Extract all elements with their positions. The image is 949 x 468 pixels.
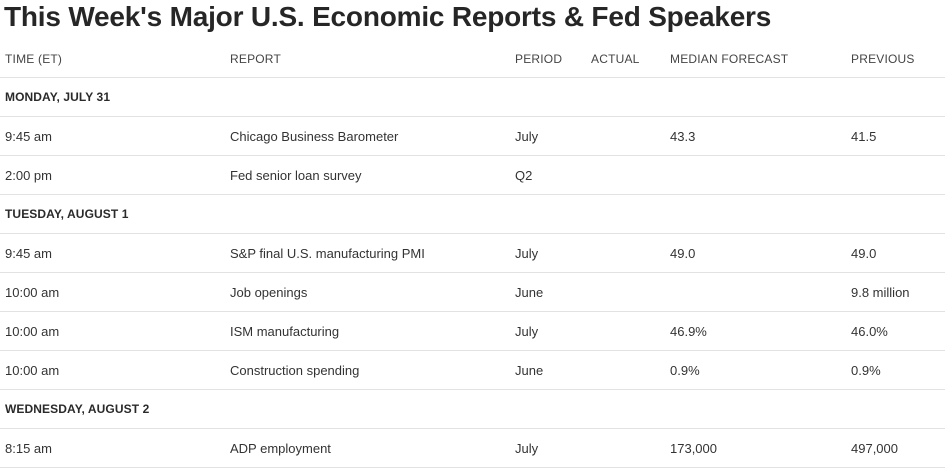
- day-header-row: WEDNESDAY, AUGUST 2: [0, 390, 945, 429]
- column-header-time: TIME (ET): [5, 52, 63, 66]
- report-cell: ADP employment: [230, 440, 331, 456]
- median-forecast-cell: 43.3: [670, 128, 696, 144]
- time-cell: 10:00 am: [5, 323, 60, 339]
- previous-cell: 41.5: [851, 128, 877, 144]
- table-row: 10:00 am ISM manufacturing July 46.9% 46…: [0, 312, 945, 351]
- column-header-report: REPORT: [230, 52, 281, 66]
- column-header-previous: PREVIOUS: [851, 52, 915, 66]
- previous-cell: 9.8 million: [851, 284, 910, 300]
- table-row: 2:00 pm Fed senior loan survey Q2: [0, 156, 945, 195]
- table-header: TIME (ET) REPORT PERIOD ACTUAL MEDIAN FO…: [0, 41, 945, 78]
- page-title: This Week's Major U.S. Economic Reports …: [4, 1, 772, 32]
- previous-cell: 49.0: [851, 245, 877, 261]
- column-header-period: PERIOD: [515, 52, 563, 66]
- column-header-actual: ACTUAL: [591, 52, 640, 66]
- day-header-row: MONDAY, JULY 31: [0, 78, 945, 117]
- report-cell: Fed senior loan survey: [230, 167, 362, 183]
- period-cell: July: [515, 128, 539, 144]
- day-label: WEDNESDAY, AUGUST 2: [5, 402, 150, 416]
- day-header-row: TUESDAY, AUGUST 1: [0, 195, 945, 234]
- previous-cell: 46.0%: [851, 323, 888, 339]
- median-forecast-cell: 173,000: [670, 440, 717, 456]
- time-cell: 9:45 am: [5, 128, 52, 144]
- economic-calendar-table: TIME (ET) REPORT PERIOD ACTUAL MEDIAN FO…: [0, 41, 945, 468]
- column-header-median-forecast: MEDIAN FORECAST: [670, 52, 789, 66]
- median-forecast-cell: 49.0: [670, 245, 696, 261]
- table-row: 8:15 am ADP employment July 173,000 497,…: [0, 429, 945, 468]
- table-row: 9:45 am S&P final U.S. manufacturing PMI…: [0, 234, 945, 273]
- period-cell: June: [515, 362, 544, 378]
- day-label: MONDAY, JULY 31: [5, 90, 111, 104]
- previous-cell: 497,000: [851, 440, 898, 456]
- median-forecast-cell: 46.9%: [670, 323, 707, 339]
- period-cell: July: [515, 323, 539, 339]
- report-cell: Chicago Business Barometer: [230, 128, 399, 144]
- report-cell: S&P final U.S. manufacturing PMI: [230, 245, 425, 261]
- time-cell: 9:45 am: [5, 245, 52, 261]
- table-row: 10:00 am Construction spending June 0.9%…: [0, 351, 945, 390]
- report-cell: Construction spending: [230, 362, 360, 378]
- report-cell: Job openings: [230, 284, 308, 300]
- median-forecast-cell: 0.9%: [670, 362, 700, 378]
- time-cell: 10:00 am: [5, 362, 60, 378]
- previous-cell: 0.9%: [851, 362, 881, 378]
- time-cell: 8:15 am: [5, 440, 52, 456]
- table-row: 9:45 am Chicago Business Barometer July …: [0, 117, 945, 156]
- period-cell: July: [515, 440, 539, 456]
- day-label: TUESDAY, AUGUST 1: [5, 207, 129, 221]
- period-cell: Q2: [515, 167, 533, 183]
- time-cell: 10:00 am: [5, 284, 60, 300]
- table-row: 10:00 am Job openings June 9.8 million: [0, 273, 945, 312]
- period-cell: July: [515, 245, 539, 261]
- report-cell: ISM manufacturing: [230, 323, 340, 339]
- period-cell: June: [515, 284, 544, 300]
- time-cell: 2:00 pm: [5, 167, 52, 183]
